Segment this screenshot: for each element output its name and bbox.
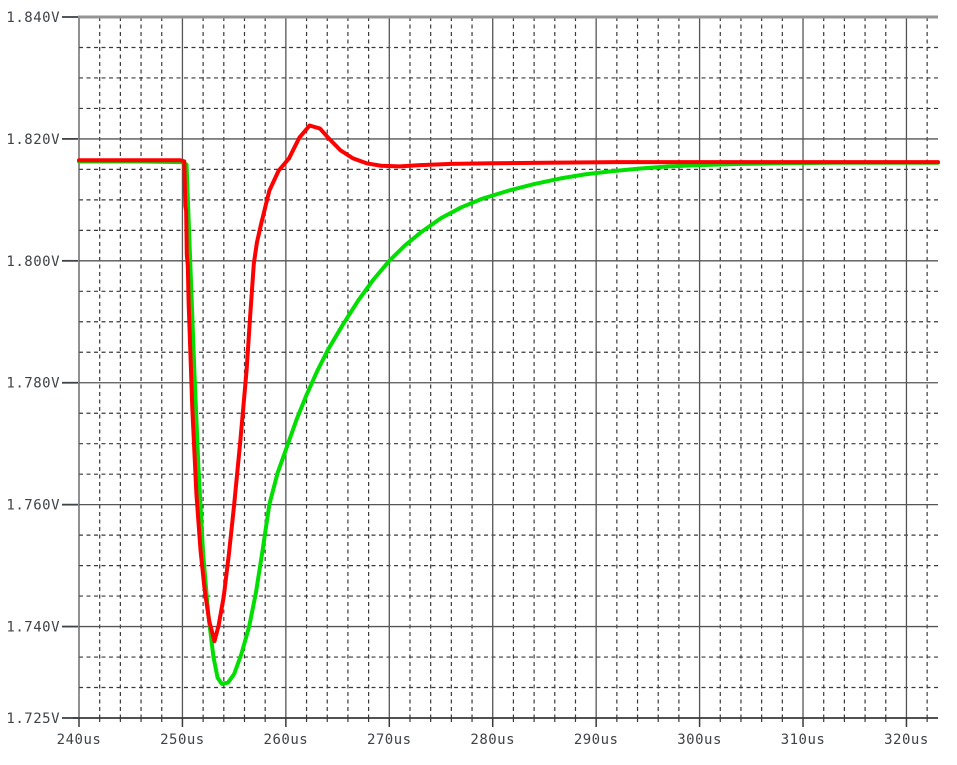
x-tick-label: 290us: [574, 732, 619, 748]
x-tick-label: 300us: [677, 732, 722, 748]
y-tick-label: 1.760V: [6, 498, 60, 514]
y-tick-label: 1.725V: [6, 711, 60, 727]
y-tick-label: 1.740V: [6, 620, 60, 636]
x-tick-label: 250us: [160, 732, 205, 748]
red-trace: [77, 123, 940, 644]
x-tick-label: 320us: [884, 732, 929, 748]
x-tick-label: 280us: [470, 732, 515, 748]
y-tick-label: 1.820V: [6, 132, 60, 148]
y-tick-label: 1.780V: [6, 376, 60, 392]
x-tick-label: 260us: [264, 732, 309, 748]
x-tick-label: 310us: [781, 732, 826, 748]
x-tick-label: 270us: [367, 732, 412, 748]
y-tick-label: 1.800V: [6, 254, 60, 270]
y-tick-label: 1.840V: [6, 10, 60, 26]
x-tick-label: 240us: [57, 732, 102, 748]
